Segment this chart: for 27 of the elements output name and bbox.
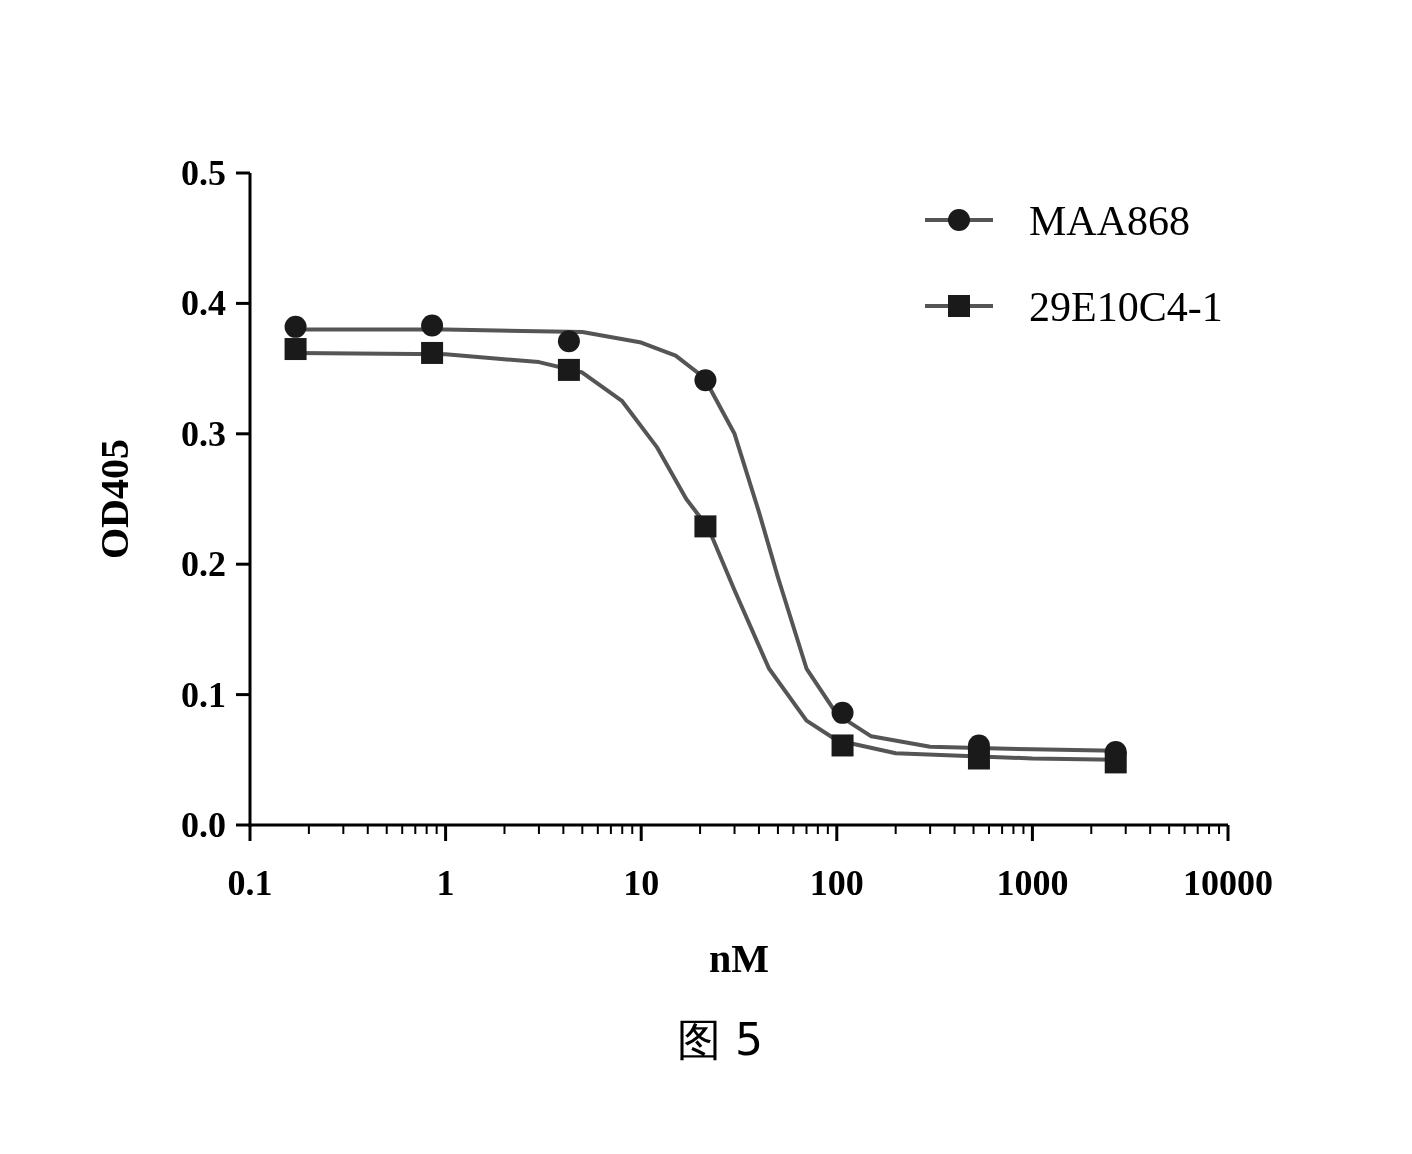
y-tick-label: 0.2 xyxy=(181,544,226,585)
x-tick-label: 10 xyxy=(623,863,660,903)
point xyxy=(694,369,717,392)
y-tick-label: 0.4 xyxy=(181,283,226,324)
x-tick-label: 100 xyxy=(809,863,864,903)
point xyxy=(284,338,307,361)
x-tick-label: 1 xyxy=(436,863,455,903)
point xyxy=(694,515,717,538)
legend-label: 29E10C4-1 xyxy=(1029,284,1223,330)
x-tick-label: 1000 xyxy=(996,863,1069,903)
y-tick-label: 0.5 xyxy=(181,153,226,193)
caption: 图 5 xyxy=(677,1014,763,1065)
y-tick-label: 0.1 xyxy=(181,674,226,715)
point xyxy=(284,315,307,338)
legend-label: MAA868 xyxy=(1029,198,1191,244)
y-tick-label: 0.3 xyxy=(181,413,226,454)
point xyxy=(557,358,580,381)
x-tick-label: 10000 xyxy=(1183,863,1273,903)
point xyxy=(421,341,444,364)
x-axis-title: nM xyxy=(709,936,769,981)
point xyxy=(421,314,444,337)
y-tick-label: 0.0 xyxy=(181,805,226,845)
point xyxy=(831,734,854,757)
x-tick-label: 0.1 xyxy=(227,863,273,903)
y-axis-title: OD405 xyxy=(92,439,137,559)
point xyxy=(557,330,580,353)
point xyxy=(831,701,854,724)
